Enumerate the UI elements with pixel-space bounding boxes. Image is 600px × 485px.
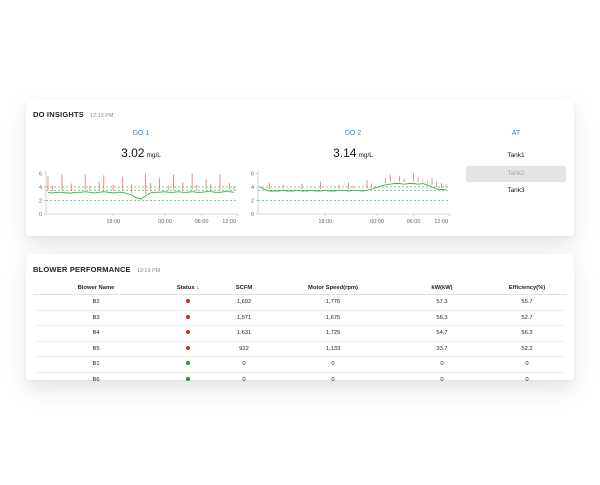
y-tick-label: 2 xyxy=(39,198,42,204)
cell-efficiency: 0 xyxy=(488,356,566,373)
do-insights-header: DO INSIGHTS 12:13 PM xyxy=(33,110,114,119)
cell-motor-speed: 1,133 xyxy=(270,341,396,357)
table-row[interactable]: B4 1,631 1,725 54.7 56.3 xyxy=(34,325,566,342)
cell-kw: 54.7 xyxy=(396,325,488,342)
tank-item-1[interactable]: Tank1 xyxy=(507,152,525,159)
cell-efficiency: 52.2 xyxy=(488,341,566,357)
do2-value-number: 3.14 xyxy=(333,146,357,160)
tank-item-2[interactable]: Tank2 xyxy=(466,166,566,182)
table-row[interactable]: B2 1,692 1,776 57.3 55.7 xyxy=(34,294,566,311)
cell-kw: 0 xyxy=(396,372,488,388)
cell-kw: 33.7 xyxy=(396,341,488,357)
x-tick-label: 06:00 xyxy=(407,219,421,225)
col-header-kw[interactable]: kW(kW) xyxy=(396,281,488,295)
blower-performance-card: BLOWER PERFORMANCE 12:13 PM Blower Name S… xyxy=(26,254,574,388)
y-tick-label: 6 xyxy=(39,171,42,177)
status-dot-icon xyxy=(186,376,190,381)
sort-arrow-icon[interactable]: ↓ xyxy=(196,284,200,291)
cell-blower-name: B5 xyxy=(34,341,158,357)
cell-motor-speed: 1,776 xyxy=(270,294,396,311)
cell-kw: 0 xyxy=(396,356,488,373)
do-insights-card: DO INSIGHTS 12:13 PM DO 1 3.02 mg/L DO 2 3… xyxy=(26,100,574,236)
x-tick-label: 12:00 xyxy=(434,219,448,225)
do2-chart: 6 4 2 0 18:00 00:00 06:00 12:00 xyxy=(251,170,451,225)
cell-status xyxy=(158,310,218,326)
cell-blower-name: B6 xyxy=(34,372,158,388)
status-dot-icon xyxy=(186,299,190,304)
cell-efficiency: 56.3 xyxy=(488,325,566,342)
col-header-status-label: Status xyxy=(176,284,195,291)
y-tick-label: 6 xyxy=(251,171,254,177)
do1-label[interactable]: DO 1 xyxy=(132,130,150,137)
do-series-line xyxy=(47,191,235,200)
y-tick-label: 4 xyxy=(39,185,42,191)
do2-value-unit: mg/L xyxy=(358,152,373,159)
cell-blower-name: B3 xyxy=(34,310,158,326)
do2-value: 3.14 mg/L xyxy=(303,146,403,160)
cell-kw: 56.3 xyxy=(396,310,488,326)
col-header-motor-speed[interactable]: Motor Speed(rpm) xyxy=(270,281,396,295)
cell-scfm: 1,692 xyxy=(218,294,270,311)
do1-value-number: 3.02 xyxy=(121,146,145,160)
do1-value-unit: mg/L xyxy=(146,152,161,159)
cell-scfm: 1,571 xyxy=(218,310,270,326)
y-tick-label: 0 xyxy=(251,212,254,218)
at-label: AT xyxy=(511,130,521,137)
cell-motor-speed: 0 xyxy=(270,372,396,388)
blower-table: Blower Name Status ↓ SCFM Motor Speed(rp… xyxy=(34,281,566,388)
x-tick-label: 00:00 xyxy=(370,219,384,225)
cell-motor-speed: 1,725 xyxy=(270,325,396,342)
table-row[interactable]: B3 1,571 1,675 56.3 52.7 xyxy=(34,310,566,326)
cell-status xyxy=(158,294,218,311)
status-dot-icon xyxy=(186,345,190,350)
do2-label[interactable]: DO 2 xyxy=(344,130,362,137)
cell-efficiency: 0 xyxy=(488,372,566,388)
blower-performance-title: BLOWER PERFORMANCE xyxy=(33,265,131,274)
cell-efficiency: 52.7 xyxy=(488,310,566,326)
cell-scfm: 0 xyxy=(218,356,270,373)
x-tick-label: 18:00 xyxy=(106,219,120,225)
cell-scfm: 922 xyxy=(218,341,270,357)
cell-blower-name: B4 xyxy=(34,325,158,342)
cell-status xyxy=(158,356,218,373)
cell-motor-speed: 0 xyxy=(270,356,396,373)
do1-value: 3.02 mg/L xyxy=(91,146,191,160)
y-tick-label: 0 xyxy=(39,212,42,218)
x-tick-label: 18:00 xyxy=(318,219,332,225)
y-tick-label: 2 xyxy=(251,198,254,204)
blower-performance-time: 12:13 PM xyxy=(136,268,161,274)
status-dot-icon xyxy=(186,361,190,366)
table-row[interactable]: B5 922 1,133 33.7 52.2 xyxy=(34,341,566,357)
blower-table-header: Blower Name Status ↓ SCFM Motor Speed(rp… xyxy=(34,281,566,295)
cell-kw: 57.3 xyxy=(396,294,488,311)
x-tick-label: 00:00 xyxy=(158,219,172,225)
x-tick-label: 06:00 xyxy=(195,219,209,225)
cell-motor-speed: 1,675 xyxy=(270,310,396,326)
do-insights-time: 12:13 PM xyxy=(89,113,114,119)
cell-status xyxy=(158,341,218,357)
col-header-status[interactable]: Status ↓ xyxy=(158,281,218,295)
cell-status xyxy=(158,372,218,388)
table-row[interactable]: B1 0 0 0 0 xyxy=(34,356,566,373)
status-dot-icon xyxy=(186,314,190,319)
cell-efficiency: 55.7 xyxy=(488,294,566,311)
table-row[interactable]: B6 0 0 0 0 xyxy=(34,372,566,388)
cell-blower-name: B2 xyxy=(34,294,158,311)
cell-blower-name: B1 xyxy=(34,356,158,373)
cell-scfm: 1,631 xyxy=(218,325,270,342)
cell-scfm: 0 xyxy=(218,372,270,388)
do1-chart: 6 4 2 0 18:00 00:00 06:00 12:00 xyxy=(39,170,239,225)
blower-performance-header: BLOWER PERFORMANCE 12:13 PM xyxy=(33,265,160,274)
col-header-blower-name[interactable]: Blower Name xyxy=(34,281,158,295)
x-tick-label: 12:00 xyxy=(222,219,236,225)
y-tick-label: 4 xyxy=(251,185,254,191)
col-header-scfm[interactable]: SCFM xyxy=(218,281,270,295)
status-dot-icon xyxy=(186,330,190,335)
do-insights-title: DO INSIGHTS xyxy=(33,110,84,119)
col-header-efficiency[interactable]: Efficiency(%) xyxy=(488,281,566,295)
do-series-line xyxy=(259,183,446,192)
tank-item-3[interactable]: Tank3 xyxy=(507,187,525,194)
cell-status xyxy=(158,325,218,342)
